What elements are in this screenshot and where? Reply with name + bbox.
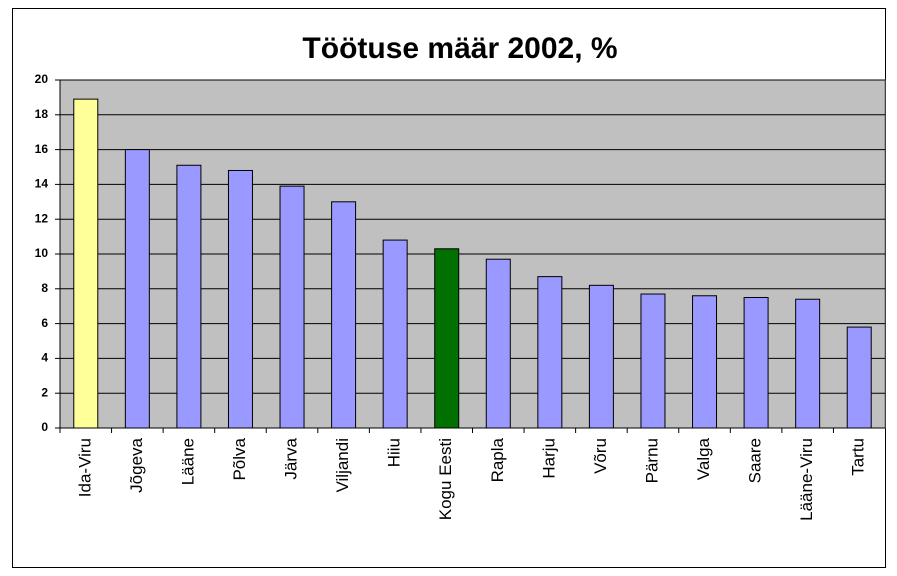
x-tick-label: Valga bbox=[694, 437, 713, 480]
x-tick-label: Järva bbox=[282, 437, 301, 479]
bar bbox=[124, 149, 150, 429]
bar bbox=[434, 248, 460, 429]
bar bbox=[73, 98, 99, 429]
x-tick-label: Lääne-Viru bbox=[797, 438, 816, 521]
y-tick-label: 12 bbox=[35, 211, 49, 225]
x-tick-label: Tartu bbox=[849, 438, 868, 476]
y-tick-label: 14 bbox=[35, 177, 49, 191]
x-tick-label: Hiiu bbox=[385, 438, 404, 467]
bar bbox=[795, 298, 821, 429]
x-tick-label: Jõgeva bbox=[127, 437, 146, 492]
bar bbox=[382, 239, 408, 429]
y-tick-label: 0 bbox=[41, 420, 48, 434]
y-tick-label: 2 bbox=[41, 385, 48, 399]
y-tick-label: 16 bbox=[35, 142, 49, 156]
bar bbox=[846, 326, 872, 429]
x-tick-label: Rapla bbox=[488, 437, 507, 482]
bar bbox=[227, 169, 253, 429]
bar bbox=[279, 185, 305, 429]
y-tick-label: 20 bbox=[35, 72, 49, 86]
bar bbox=[640, 293, 666, 429]
bar bbox=[588, 284, 614, 429]
x-tick-label: Harju bbox=[539, 438, 558, 479]
bar bbox=[176, 164, 202, 429]
y-tick-label: 6 bbox=[41, 316, 48, 330]
y-tick-label: 4 bbox=[41, 351, 48, 365]
x-tick-label: Saare bbox=[746, 438, 765, 483]
y-tick-label: 18 bbox=[35, 107, 49, 121]
y-tick-label: 8 bbox=[41, 281, 48, 295]
x-tick-label: Viljandi bbox=[333, 438, 352, 493]
x-tick-label: Pärnu bbox=[642, 438, 661, 483]
chart-title: Töötuse määr 2002, % bbox=[302, 32, 617, 65]
x-tick-label: Kogu Eesti bbox=[436, 438, 455, 520]
x-tick-label: Ida-Viru bbox=[75, 438, 94, 497]
x-tick-label: Võru bbox=[591, 438, 610, 474]
bar bbox=[485, 258, 511, 429]
x-tick-label: Lääne bbox=[178, 438, 197, 485]
bar bbox=[692, 295, 718, 429]
y-tick-label: 10 bbox=[35, 246, 49, 260]
x-tick-label: Põlva bbox=[230, 437, 249, 480]
bar bbox=[331, 201, 357, 429]
bar bbox=[743, 297, 769, 429]
bar bbox=[537, 276, 563, 429]
